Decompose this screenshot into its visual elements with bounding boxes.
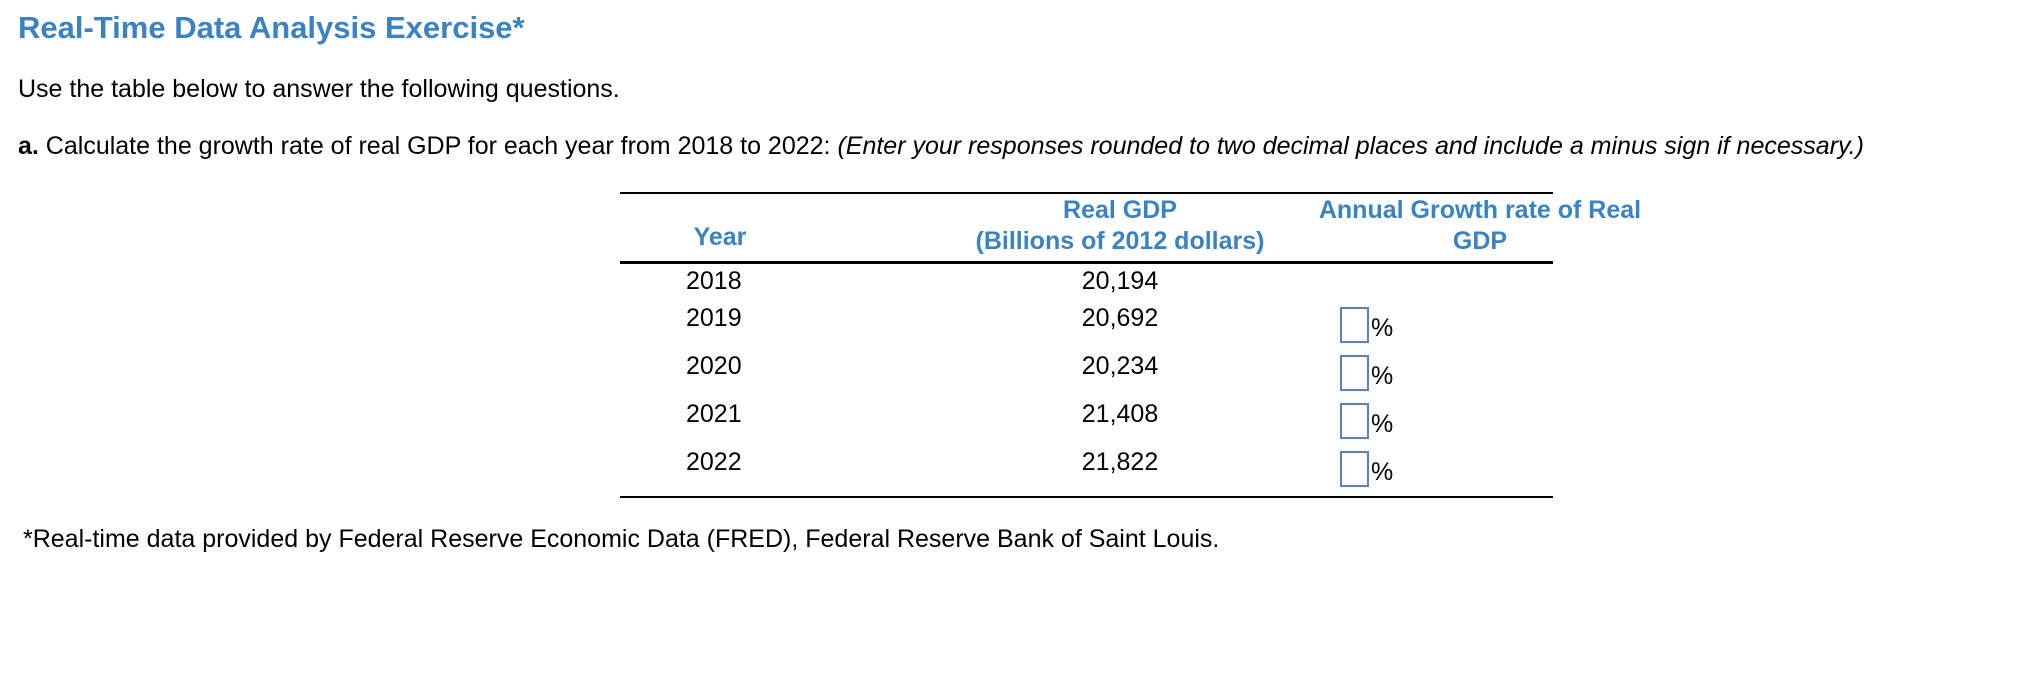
header-real-gdp-line2: (Billions of 2012 dollars) bbox=[975, 227, 1265, 255]
percent-unit: % bbox=[1371, 410, 1394, 438]
year-cell: 2021 bbox=[686, 400, 742, 428]
growth-rate-input-2019[interactable] bbox=[1340, 307, 1369, 343]
growth-rate-input-2020[interactable] bbox=[1340, 355, 1369, 391]
table-bottom-rule bbox=[620, 496, 1553, 498]
question-letter: a. bbox=[18, 132, 39, 160]
table-row-2022: 2022 21,822 % bbox=[620, 448, 1553, 488]
header-growth-rate-line1: Annual Growth rate of Real bbox=[1318, 196, 1642, 224]
growth-rate-input-2021[interactable] bbox=[1340, 403, 1369, 439]
table-row-2021: 2021 21,408 % bbox=[620, 400, 1553, 440]
growth-answer-2019: % bbox=[1340, 301, 1393, 343]
header-real-gdp: Real GDP (Billions of 2012 dollars) bbox=[830, 195, 1410, 257]
gdp-table: Year Real GDP (Billions of 2012 dollars)… bbox=[620, 192, 1641, 498]
gdp-cell: 20,234 bbox=[1081, 352, 1159, 380]
question-hint: (Enter your responses rounded to two dec… bbox=[837, 132, 1864, 160]
gdp-cell: 20,194 bbox=[1081, 267, 1159, 295]
growth-answer-2022: % bbox=[1340, 445, 1393, 487]
percent-unit: % bbox=[1371, 314, 1394, 342]
growth-answer-2020: % bbox=[1340, 349, 1393, 391]
growth-rate-input-2022[interactable] bbox=[1340, 451, 1369, 487]
question-a: a. Calculate the growth rate of real GDP… bbox=[18, 132, 1864, 161]
table-header-rule bbox=[620, 261, 1553, 264]
header-real-gdp-line1: Real GDP bbox=[1063, 196, 1177, 224]
gdp-cell: 21,822 bbox=[1081, 448, 1159, 476]
gdp-cell: 21,408 bbox=[1081, 400, 1159, 428]
year-cell: 2022 bbox=[686, 448, 742, 476]
year-cell: 2019 bbox=[686, 304, 742, 332]
header-growth-rate-line2: GDP bbox=[1452, 227, 1508, 255]
gdp-cell: 20,692 bbox=[1081, 304, 1159, 332]
percent-unit: % bbox=[1371, 362, 1394, 390]
header-growth-rate: Annual Growth rate of Real GDP bbox=[1180, 195, 1780, 257]
header-year: Year bbox=[693, 223, 747, 251]
table-row-2019: 2019 20,692 % bbox=[620, 304, 1553, 344]
question-text: Calculate the growth rate of real GDP fo… bbox=[38, 132, 838, 160]
growth-answer-2021: % bbox=[1340, 397, 1393, 439]
percent-unit: % bbox=[1371, 458, 1394, 486]
year-cell: 2020 bbox=[686, 352, 742, 380]
table-row-2018: 2018 20,194 bbox=[620, 267, 1553, 307]
instructions-text: Use the table below to answer the follow… bbox=[18, 75, 620, 103]
table-row-2020: 2020 20,234 % bbox=[620, 352, 1553, 392]
exercise-title: Real-Time Data Analysis Exercise* bbox=[18, 10, 525, 45]
data-source-footnote: *Real-time data provided by Federal Rese… bbox=[23, 525, 1220, 553]
table-top-rule bbox=[620, 192, 1553, 194]
year-cell: 2018 bbox=[686, 267, 742, 295]
